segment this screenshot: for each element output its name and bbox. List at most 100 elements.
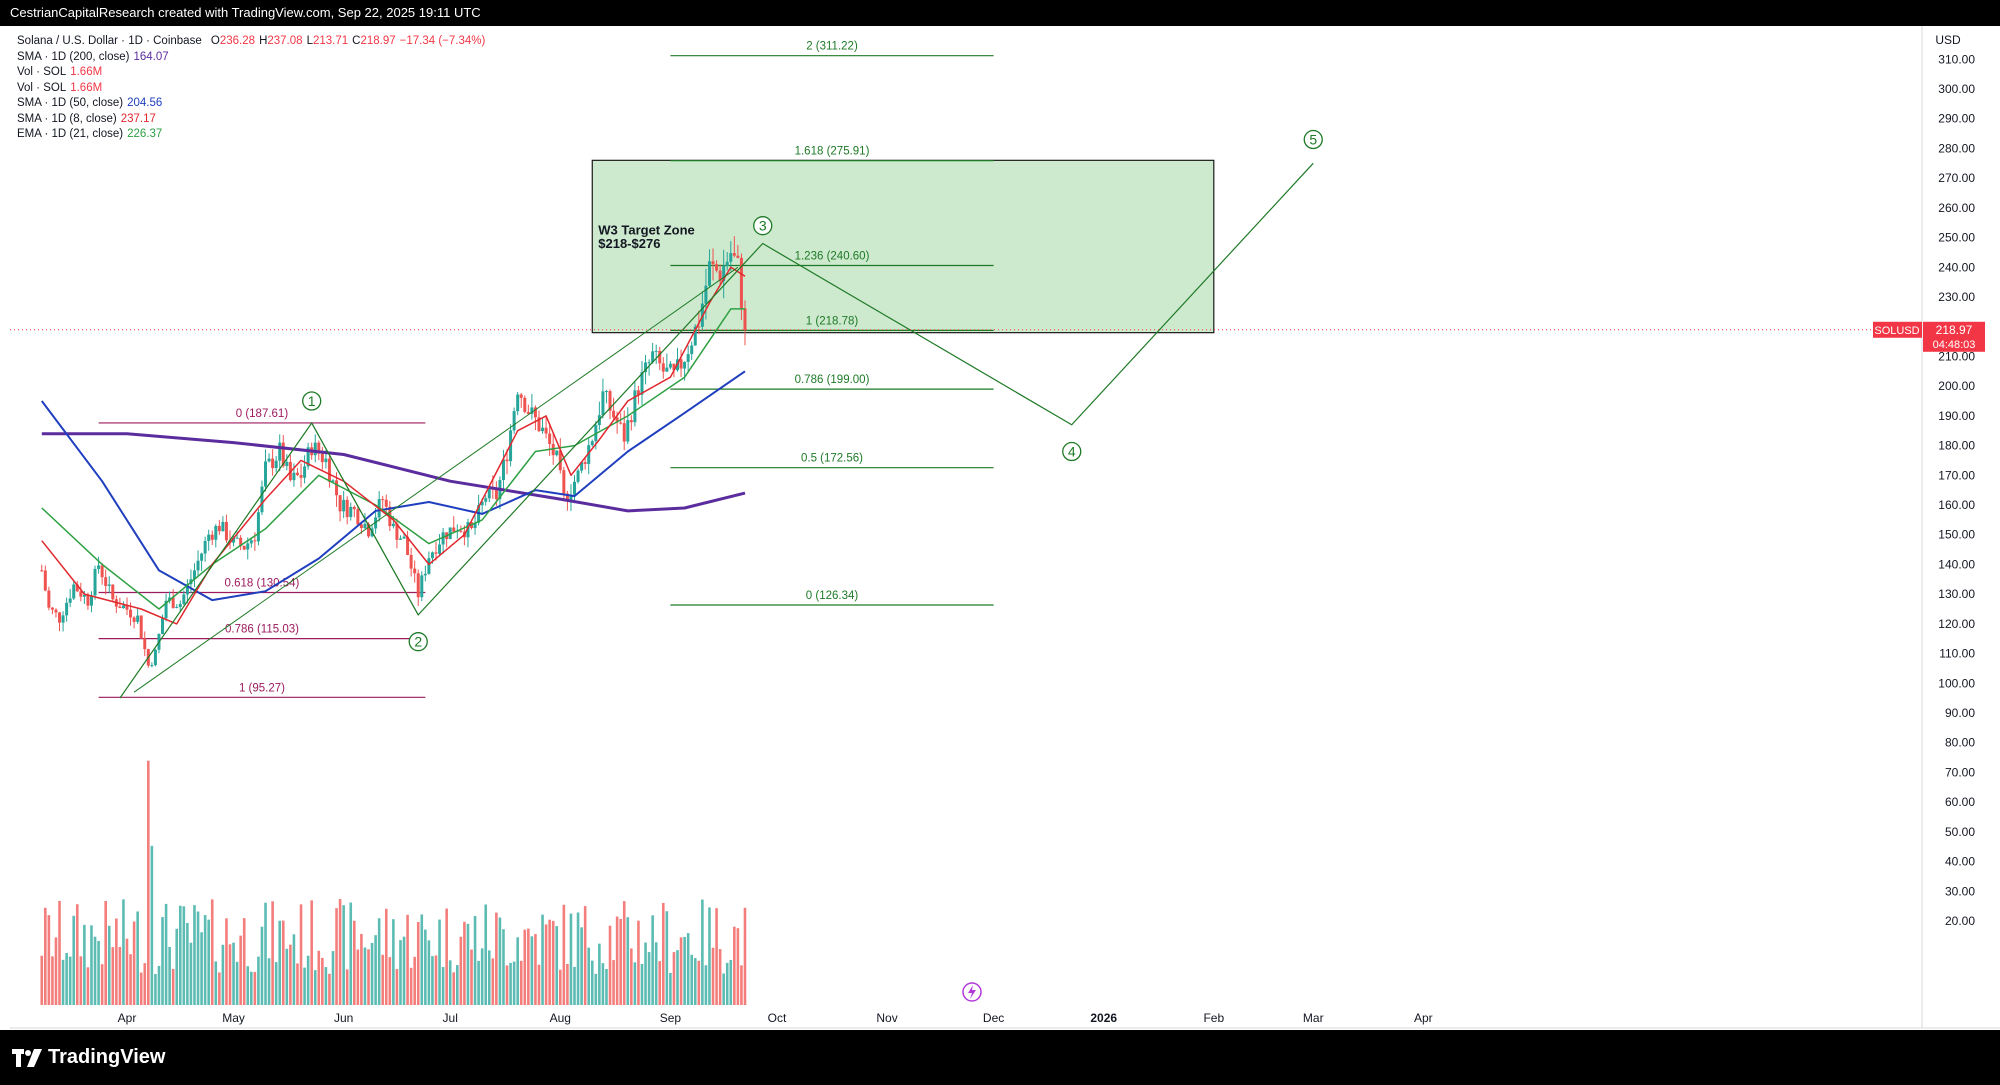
volume-bar [701,899,704,1005]
candle-body [278,442,282,461]
candle-body [729,253,733,262]
candle-body [501,459,505,481]
legend-title-row: Solana / U.S. Dollar · 1D · Coinbase O23… [17,34,485,50]
attribution-text: CestrianCapitalResearch created with Tra… [10,5,481,20]
fib-extension-level-label: 2 (311.22) [806,41,858,53]
symbol-label: SOLUSD [1874,325,1919,337]
wave-marker-circle [302,391,322,411]
candle-body [359,524,363,529]
price-axis-tick-label: 30.00 [1945,884,1975,898]
volume-bar [743,907,747,1005]
candle-body [47,590,51,608]
legend-row-label: SMA · 1D (200, close) [17,50,130,63]
volume-bar [363,947,367,1005]
candle-body [292,472,296,481]
candle-body [672,363,676,371]
volume-bar [381,954,385,1005]
price-axis-tick-label: 260.00 [1938,201,1975,215]
moving-average-line [41,432,746,513]
volume-bar [299,904,303,1005]
volume-bar [132,921,136,1005]
legend-row-value: 226.37 [127,128,163,140]
volume-bar [303,967,306,1005]
price-axis-tick-label: 240.00 [1938,260,1975,274]
legend-row-value: 237.17 [120,112,156,125]
volume-bar [154,974,157,1005]
legend-row: Vol · SOL 1.66M [17,81,485,97]
legend-row-value: 164.07 [133,50,169,63]
volume-bar [487,950,491,1005]
volume-bar [349,902,353,1005]
volume-bar [480,948,484,1005]
volume-bar [722,973,725,1005]
volume-bar [214,961,218,1005]
candle-body [196,560,200,571]
candle-body [711,261,715,265]
volume-bar [392,919,395,1005]
candle-body [320,453,324,463]
volume-bar [388,957,392,1005]
fib-extension-level-label: 1.618 (275.91) [795,146,870,158]
volume-bar [289,944,292,1005]
candle-body [335,480,339,496]
volume-bar [608,925,612,1005]
fib-extension-level-label: 0 (126.34) [806,590,859,602]
symbol-tag [1873,321,1922,338]
volume-bar [740,965,743,1005]
bar-countdown-label: 04:48:03 [1933,339,1976,351]
volume-bar [68,956,72,1005]
candle-body [345,499,349,518]
volume-bar [225,918,228,1005]
volume-bar [129,954,132,1005]
candle-body [423,573,427,576]
volume-bar [399,940,402,1005]
volume-bar [310,900,313,1005]
volume-bar [566,963,569,1005]
candle-body [303,466,307,478]
volume-bar [150,845,154,1005]
volume-bar [569,913,573,1005]
candle-body [580,462,584,471]
volume-bar [271,901,274,1005]
volume-bar [75,904,79,1005]
volume-bar [107,925,111,1005]
candle-body [612,410,616,418]
volume-bar [633,962,637,1005]
volume-bar [640,964,644,1005]
candle-body [438,544,442,554]
volume-bar [534,934,537,1005]
legend-ohlc-c: C218.97 [352,35,396,47]
candle-body [256,512,260,542]
candle-body [548,433,552,444]
candle-body [97,565,101,569]
time-axis-tick-label: Jul [443,1011,458,1025]
fib-extension-level-label: 1 (218.78) [806,315,859,327]
volume-bar [729,960,733,1005]
volume-bar [690,954,694,1005]
volume-bar [519,960,523,1005]
fib-retracement-level-label: 0 (187.61) [236,408,289,420]
volume-bar [292,934,296,1005]
candle-body [150,665,154,667]
candle-body [349,506,353,518]
volume-series [40,760,747,1005]
candle-body [89,595,93,606]
legend-row-label: Vol · SOL [17,66,67,78]
volume-bar [342,905,345,1005]
price-axis-tick-label: 190.00 [1938,409,1975,423]
candle-body [299,475,303,478]
volume-bar [93,936,97,1005]
volume-bar [367,949,370,1005]
candle-body [79,591,83,597]
volume-bar [221,944,225,1005]
volume-bar [676,950,679,1005]
volume-bar [200,932,203,1005]
candle-body [416,573,420,598]
candle-body [139,615,143,639]
candle-body [743,308,747,330]
price-axis-tick-label: 270.00 [1938,171,1975,185]
volume-bar [182,906,186,1005]
time-axis-tick-label: Oct [768,1011,787,1025]
volume-bar [125,938,129,1005]
